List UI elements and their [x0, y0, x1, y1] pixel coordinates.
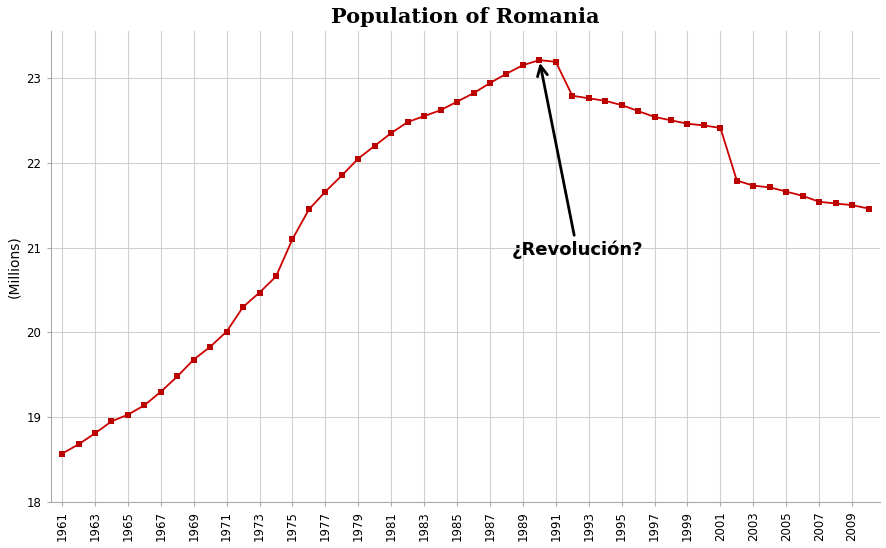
Title: Population of Romania: Population of Romania — [330, 7, 599, 27]
Y-axis label: (Millions): (Millions) — [7, 235, 21, 298]
Text: ¿Revolución?: ¿Revolución? — [511, 66, 642, 259]
